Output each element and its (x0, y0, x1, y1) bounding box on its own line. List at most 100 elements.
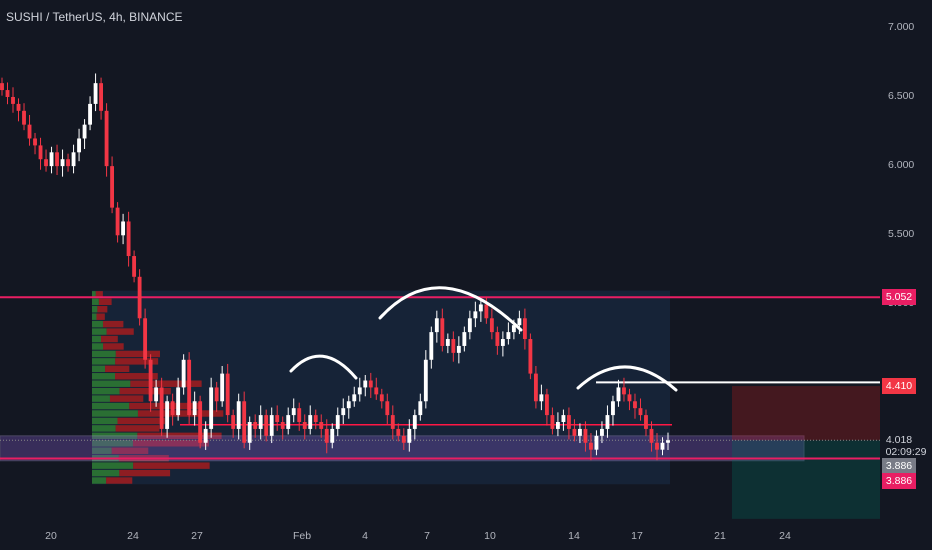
volume-profile-up-bar (92, 402, 130, 410)
volume-profile-up-bar (92, 387, 120, 395)
candle-body (192, 401, 197, 416)
candle-body (418, 401, 423, 416)
time-tick-label: Feb (292, 530, 312, 542)
candle-body (363, 380, 368, 388)
candle-body (533, 373, 538, 402)
volume-profile-down-bar (137, 432, 222, 440)
candle-body (352, 394, 357, 402)
candle-body (379, 394, 384, 402)
candle-body (550, 415, 555, 429)
candle-body (137, 276, 142, 319)
volume-profile-down-bar (115, 425, 160, 432)
candle-body (82, 124, 87, 139)
candle-body (11, 96, 15, 104)
price-tick-label: 7.000 (888, 20, 915, 33)
candle-body (484, 304, 489, 319)
volume-profile-up-bar (92, 469, 120, 477)
candle-body (319, 422, 324, 429)
volume-profile-down-bar (119, 387, 171, 395)
price-tick-label: 6.500 (888, 89, 915, 102)
candle-body (407, 428, 412, 443)
volume-profile-up-bar (92, 358, 116, 365)
volume-profile-up-bar (92, 335, 102, 343)
candle-body (649, 428, 654, 443)
candle-body (374, 387, 379, 395)
candle-body (396, 428, 401, 436)
candle-body (633, 401, 637, 409)
candle-body (60, 159, 65, 167)
candle-body (209, 387, 214, 429)
candle-body (27, 124, 32, 139)
volume-profile-up-bar (92, 343, 104, 350)
candle-body (115, 207, 120, 236)
candle-body (66, 159, 70, 167)
candle-body (324, 428, 329, 443)
candle-body (561, 415, 566, 423)
candle-body (110, 166, 115, 208)
time-tick-label: 10 (484, 530, 496, 542)
candle-body (478, 304, 483, 312)
candle-body (462, 332, 467, 346)
volume-profile-down-bar (105, 365, 130, 373)
volume-profile-down-bar (115, 358, 159, 365)
candle-body (583, 428, 588, 443)
candle-body (500, 339, 505, 346)
candle-body (286, 415, 291, 429)
volume-profile-down-bar (106, 328, 134, 335)
candle-body (517, 318, 522, 326)
risk-box (732, 386, 880, 441)
volume-profile-up-bar (92, 440, 133, 447)
candle-body (638, 408, 643, 416)
volume-profile-up-bar (92, 410, 138, 417)
volume-profile-down-bar (96, 313, 105, 320)
candle-body (159, 387, 164, 429)
candle-body (269, 415, 274, 436)
candle-body (440, 318, 445, 346)
candle-body (622, 387, 626, 395)
candle-body (181, 359, 186, 388)
candle-body (434, 318, 439, 333)
candle-body (302, 422, 307, 429)
candle-body (187, 359, 192, 416)
candle-body (44, 159, 48, 167)
reward-box (732, 440, 880, 519)
volume-profile-up-bar (92, 313, 97, 320)
candle-body (390, 415, 395, 429)
volume-profile-down-bar (95, 291, 103, 298)
volume-profile-up-bar (92, 432, 138, 440)
candle-body (22, 110, 26, 125)
candle-body (357, 387, 362, 395)
candle-body (247, 422, 252, 443)
candle-body (539, 394, 544, 402)
candle-body (242, 401, 247, 443)
candle-body (473, 311, 478, 319)
candle-body (429, 332, 434, 360)
candle-body (456, 345, 461, 353)
candle-body (170, 401, 175, 416)
volume-profile-down-bar (137, 410, 224, 417)
candle-body (165, 401, 170, 429)
candle-body (55, 152, 59, 167)
price-tag-target: 3.886 (882, 473, 916, 490)
volume-profile-up-bar (92, 425, 116, 432)
time-tick-label: 24 (127, 530, 139, 542)
time-tick-label: 7 (424, 530, 430, 542)
volume-profile-down-bar (115, 350, 160, 358)
candle-body (346, 401, 351, 409)
candle-body (104, 110, 109, 167)
volume-profile-up-bar (92, 298, 99, 306)
volume-profile-down-bar (111, 447, 149, 454)
volume-profile-down-bar (119, 469, 171, 477)
candle-body (203, 428, 208, 443)
candle-body (611, 401, 615, 416)
candle-body (555, 422, 560, 429)
volume-profile-up-bar (92, 462, 134, 469)
price-tag-resistance: 5.052 (882, 289, 916, 306)
candle-body (236, 401, 241, 429)
candle-body (467, 318, 472, 333)
candle-body (33, 138, 37, 146)
candle-body (445, 339, 450, 346)
symbol-title: SUSHI / TetherUS, 4h, BINANCE (6, 10, 183, 24)
volume-profile-down-bar (101, 335, 118, 343)
